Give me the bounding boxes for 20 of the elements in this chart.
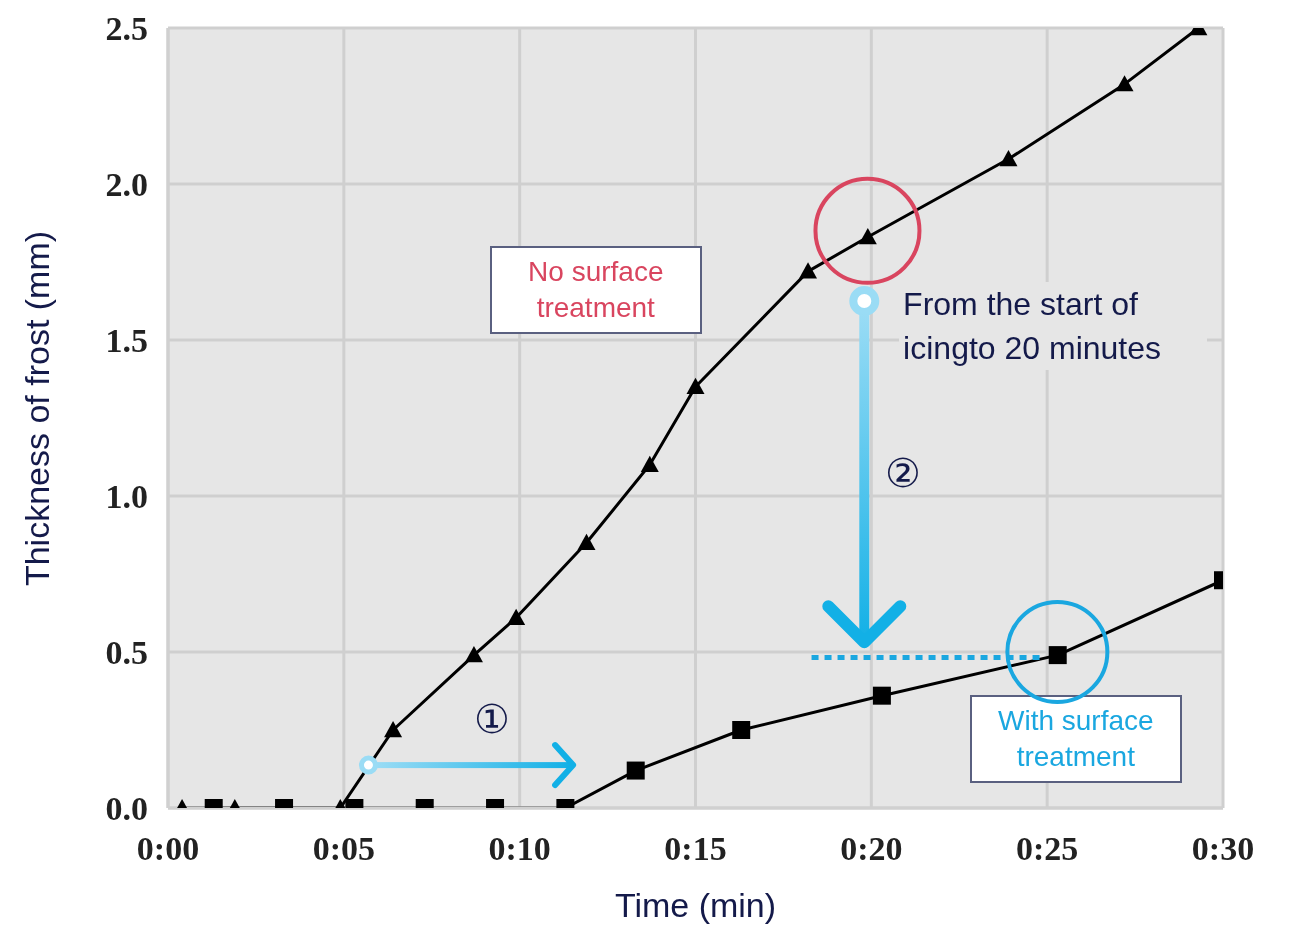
annotation: ① [473, 696, 510, 743]
x-tick-label: 0:20 [840, 830, 903, 868]
x-tick-label: 0:00 [136, 830, 200, 868]
y-tick-label: 0.5 [105, 634, 148, 672]
x-tick-label: 0:30 [1191, 830, 1255, 868]
x-tick-label: 0:10 [488, 830, 551, 868]
series-label: With surface treatment [969, 694, 1182, 783]
x-tick-label: 0:05 [312, 830, 375, 868]
y-tick-label: 0.0 [105, 790, 148, 828]
y-tick-label: 1.5 [105, 322, 148, 360]
x-axis-title: Time (min) [613, 886, 778, 925]
y-tick-label: 1.0 [105, 478, 148, 516]
x-tick-label: 0:15 [664, 830, 727, 868]
text: No surface treatment [489, 246, 702, 335]
annotation: From the start of icingto 20 minutes [899, 281, 1208, 370]
annotation: ② [885, 450, 922, 497]
x-tick-label: 0:25 [1016, 830, 1079, 868]
y-tick-label: 2.0 [105, 166, 148, 204]
y-tick-label: 2.5 [105, 10, 148, 48]
y-axis-title: Thickness of frost (mm) [18, 230, 58, 586]
